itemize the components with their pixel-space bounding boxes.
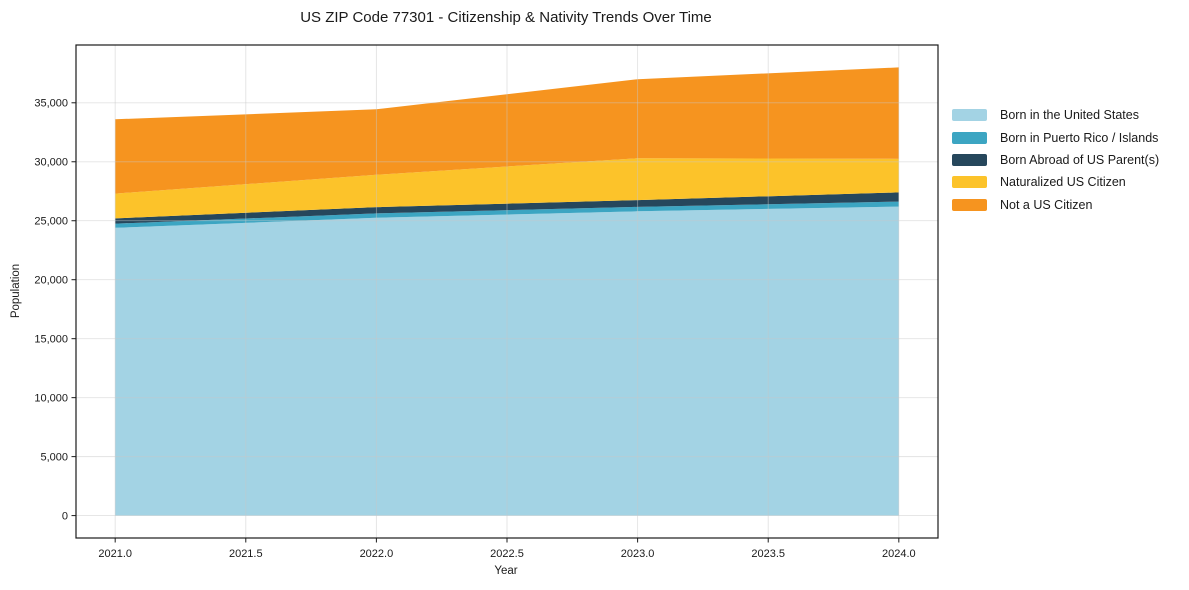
chart-title: US ZIP Code 77301 - Citizenship & Nativi…	[300, 9, 712, 26]
legend-label: Born Abroad of US Parent(s)	[1000, 152, 1160, 167]
x-tick-label: 2024.0	[882, 548, 916, 560]
x-tick-label: 2023.0	[621, 548, 655, 560]
y-tick-label: 25,000	[34, 216, 68, 228]
gridlines	[76, 45, 938, 538]
y-tick-label: 15,000	[34, 333, 68, 345]
y-axis-title: Population	[10, 263, 22, 319]
x-tick-label: 2023.5	[751, 548, 785, 560]
y-tick-label: 5,000	[40, 451, 68, 463]
y-tick-label: 30,000	[34, 157, 68, 169]
legend-swatch	[952, 131, 987, 144]
legend-swatch	[952, 109, 987, 122]
x-tick-label: 2022.0	[360, 548, 394, 560]
y-tick-label: 0	[62, 510, 68, 522]
legend-swatch	[952, 198, 987, 211]
legend-label: Not a US Citizen	[1000, 197, 1093, 212]
x-axis-title: Year	[494, 565, 518, 577]
legend-item: Born in the United States	[952, 104, 1159, 126]
legend-swatch	[952, 176, 987, 189]
legend-item: Naturalized US Citizen	[952, 171, 1159, 193]
x-tick-label: 2022.5	[490, 548, 524, 560]
y-tick-label: 20,000	[34, 275, 68, 287]
area-series-1	[115, 201, 899, 228]
legend-item: Born Abroad of US Parent(s)	[952, 149, 1159, 171]
axis-ticks: 2021.0 2021.5 2022.0 2022.5 2023.0 2023.5 2024…	[34, 98, 915, 560]
legend-label: Born in the United States	[1000, 108, 1139, 123]
x-tick-label: 2021.0	[98, 548, 132, 560]
chart-legend: Born in the United States Born in Puerto …	[952, 104, 1159, 216]
x-tick-label: 2021.5	[229, 548, 263, 560]
y-tick-label: 35,000	[34, 98, 68, 110]
legend-item: Not a US Citizen	[952, 194, 1159, 216]
legend-swatch	[952, 153, 987, 166]
legend-label: Born in Puerto Rico / Islands	[1000, 130, 1159, 145]
y-tick-label: 10,000	[34, 392, 68, 404]
legend-label: Naturalized US Citizen	[1000, 175, 1126, 190]
legend-item: Born in Puerto Rico / Islands	[952, 126, 1159, 148]
